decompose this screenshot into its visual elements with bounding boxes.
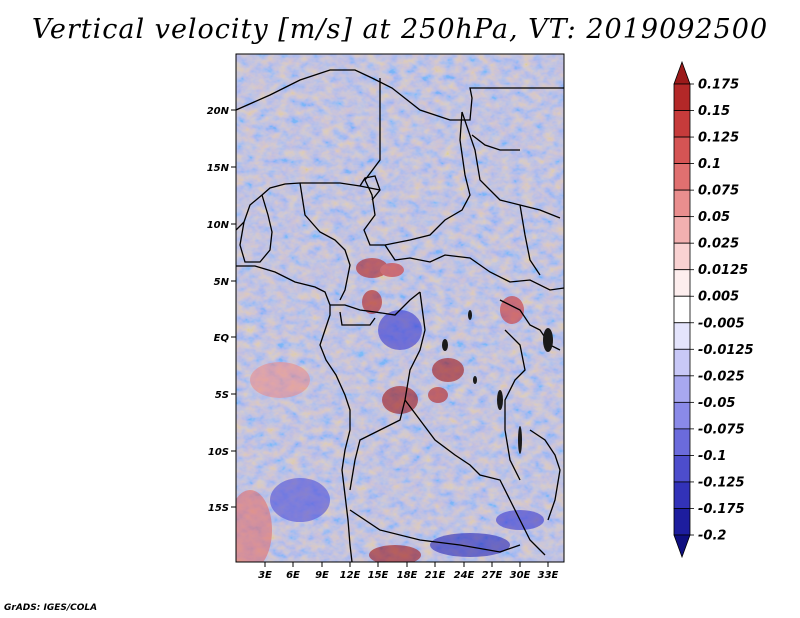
lon-tick-label: 30E [510, 570, 531, 581]
lon-tick-label: 18E [397, 570, 418, 581]
lon-tick-label: 6E [286, 570, 300, 581]
colorbar-swatch [673, 455, 691, 483]
country-borders [236, 69, 564, 562]
colorbar-label: -0.075 [698, 422, 745, 437]
colorbar-label: 0.005 [698, 290, 739, 305]
colorbar-labels: 0.175 0.15 0.125 0.1 0.075 0.05 0.025 0.0125 0.0… [690, 78, 754, 544]
colorbar-label: -0.005 [698, 316, 745, 331]
grads-credit: GrADS: IGES/COLA [4, 603, 98, 613]
lat-tick-label: 5N [214, 277, 230, 288]
colorbar-swatch [673, 269, 691, 297]
lakes [442, 310, 553, 454]
colorbar-swatch [673, 163, 691, 191]
colorbar-label: -0.125 [698, 475, 745, 490]
colorbar-label: 0.15 [698, 104, 730, 119]
lat-tick-label: 15S [208, 503, 229, 514]
colorbar-label: 0.025 [698, 237, 739, 252]
lon-tick-label: 24E [454, 570, 475, 581]
colorbar-swatch [673, 322, 691, 350]
lon-tick-label: 27E [482, 570, 503, 581]
colorbar-swatch [673, 401, 691, 430]
colorbar-swatch [673, 348, 691, 377]
colorbar-label: -0.175 [698, 502, 745, 517]
colorbar-label: -0.05 [698, 396, 735, 411]
chart-title: Vertical velocity [m/s] at 250hPa, VT: 2… [31, 14, 769, 45]
colorbar-swatch [673, 83, 691, 111]
colorbar-label: -0.1 [698, 449, 726, 464]
colorbar-label: 0.05 [698, 210, 730, 225]
colorbar-label: -0.0125 [698, 343, 754, 358]
colorbar-arrow-bottom [673, 534, 691, 559]
lat-tick-label: 20N [207, 106, 230, 117]
colorbar-label: 0.075 [698, 184, 739, 199]
colorbar-swatch [673, 295, 691, 324]
lat-tick-label: EQ [214, 333, 230, 344]
colorbar-arrow-top [673, 60, 691, 85]
lon-axis [264, 562, 549, 567]
lat-axis [231, 109, 236, 508]
lat-tick-label: 10S [208, 447, 229, 458]
colorbar-label: 0.1 [698, 157, 721, 172]
colorbar-label: 0.125 [698, 131, 739, 146]
colorbar-label: -0.2 [698, 529, 726, 544]
colorbar-swatch [673, 189, 691, 218]
colorbar-swatch [673, 216, 691, 244]
lon-tick-label: 3E [258, 570, 272, 581]
lon-tick-label: 15E [368, 570, 389, 581]
colorbar-swatch [673, 110, 691, 138]
colorbar-swatch [673, 481, 691, 509]
lat-tick-label: 5S [215, 390, 229, 401]
colorbar-swatch [673, 508, 691, 536]
colorbar-swatch [673, 375, 691, 403]
colorbar [673, 60, 691, 559]
colorbar-swatch [673, 428, 691, 456]
colorbar-label: 0.175 [698, 78, 739, 93]
colorbar-label: -0.025 [698, 369, 745, 384]
map-field [235, 53, 565, 563]
colorbar-swatch [673, 136, 691, 164]
lat-tick-label: 15N [207, 163, 230, 174]
lon-tick-label: 12E [340, 570, 361, 581]
colorbar-label: 0.0125 [698, 263, 748, 278]
colorbar-swatch [673, 242, 691, 271]
lon-tick-label: 9E [315, 570, 329, 581]
lat-tick-label: 10N [207, 220, 230, 231]
lon-tick-label: 21E [425, 570, 446, 581]
lon-tick-label: 33E [538, 570, 559, 581]
